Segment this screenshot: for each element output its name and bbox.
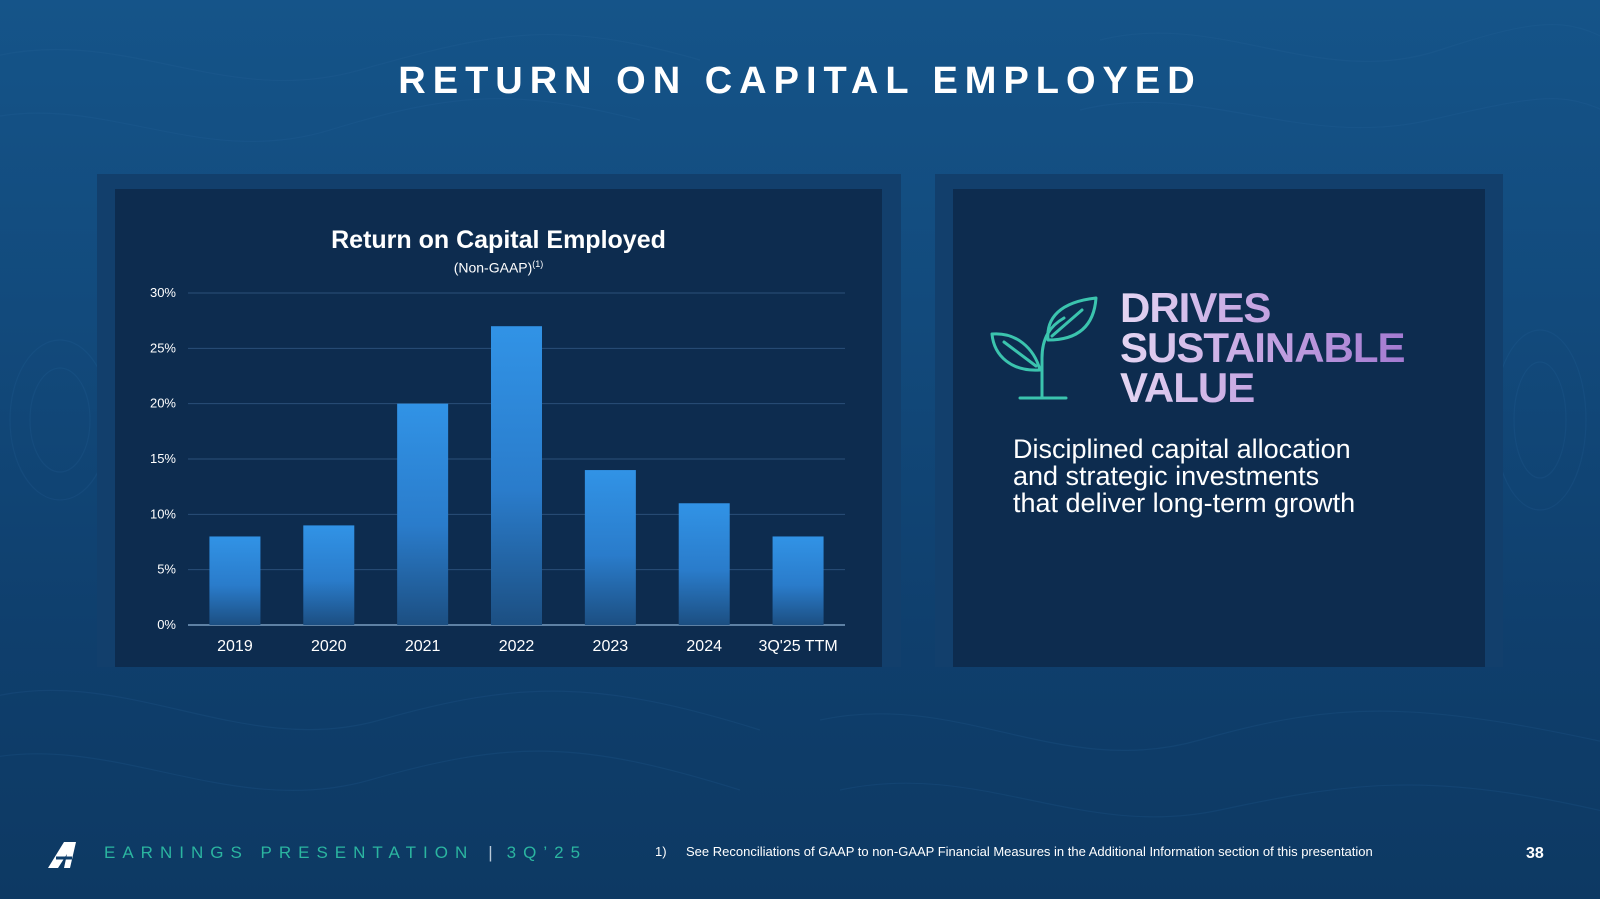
- chart-subtitle: (Non-GAAP)(1): [115, 259, 882, 276]
- footer-separator: |: [488, 843, 493, 862]
- callout-tagline-line: Disciplined capital allocation: [1013, 434, 1351, 464]
- x-tick-label: 2020: [311, 638, 347, 655]
- x-tick-label: 2022: [499, 638, 535, 655]
- slide-title: RETURN ON CAPITAL EMPLOYED: [398, 60, 1202, 102]
- callout-tagline-line: and strategic investments: [1013, 461, 1320, 491]
- callout-heading: DRIVES SUSTAINABLE VALUE: [1120, 288, 1405, 408]
- callout-tagline-line: that deliver long-term growth: [1013, 488, 1356, 518]
- y-tick-label: 30%: [150, 285, 176, 300]
- x-tick-label: 2021: [405, 638, 441, 655]
- y-tick-label: 20%: [150, 396, 176, 411]
- bar: [678, 503, 730, 625]
- bar: [397, 403, 449, 625]
- footer-brand: EARNINGS PRESENTATION | 3Q’25: [104, 843, 587, 863]
- chart-title: Return on Capital Employed: [331, 226, 666, 254]
- bar: [209, 536, 261, 625]
- bar: [772, 536, 824, 625]
- footnote-text: See Reconciliations of GAAP to non-GAAP …: [686, 844, 1373, 859]
- company-logo: [48, 842, 76, 868]
- y-tick-label: 0%: [157, 617, 176, 632]
- y-tick-label: 10%: [150, 506, 176, 521]
- callout-tagline: Disciplined capital allocation and strat…: [1013, 436, 1473, 517]
- sprout-icon: [990, 296, 1098, 400]
- x-tick-label: 3Q'25 TTM: [758, 638, 837, 655]
- callout-heading-line: VALUE: [1120, 364, 1255, 411]
- y-tick-label: 15%: [150, 451, 176, 466]
- x-tick-label: 2019: [217, 638, 253, 655]
- callout-heading-line: DRIVES: [1120, 284, 1271, 331]
- footnote-number: 1): [655, 844, 667, 859]
- callout-heading-line: SUSTAINABLE: [1120, 324, 1405, 371]
- bar: [491, 326, 542, 625]
- chart-subtitle-text: (Non-GAAP): [453, 259, 533, 276]
- y-tick-label: 5%: [157, 562, 176, 577]
- page-number: 38: [1526, 845, 1544, 862]
- y-tick-label: 25%: [150, 340, 176, 355]
- chart-subtitle-footnote: (1): [532, 259, 544, 269]
- bar: [303, 525, 355, 625]
- bar: [584, 470, 636, 625]
- callout-panel: [953, 189, 1485, 667]
- x-tick-label: 2024: [686, 638, 722, 655]
- footer-period: 3Q’25: [506, 843, 588, 862]
- footer-brand-text: EARNINGS PRESENTATION: [104, 843, 475, 862]
- x-tick-label: 2023: [593, 638, 629, 655]
